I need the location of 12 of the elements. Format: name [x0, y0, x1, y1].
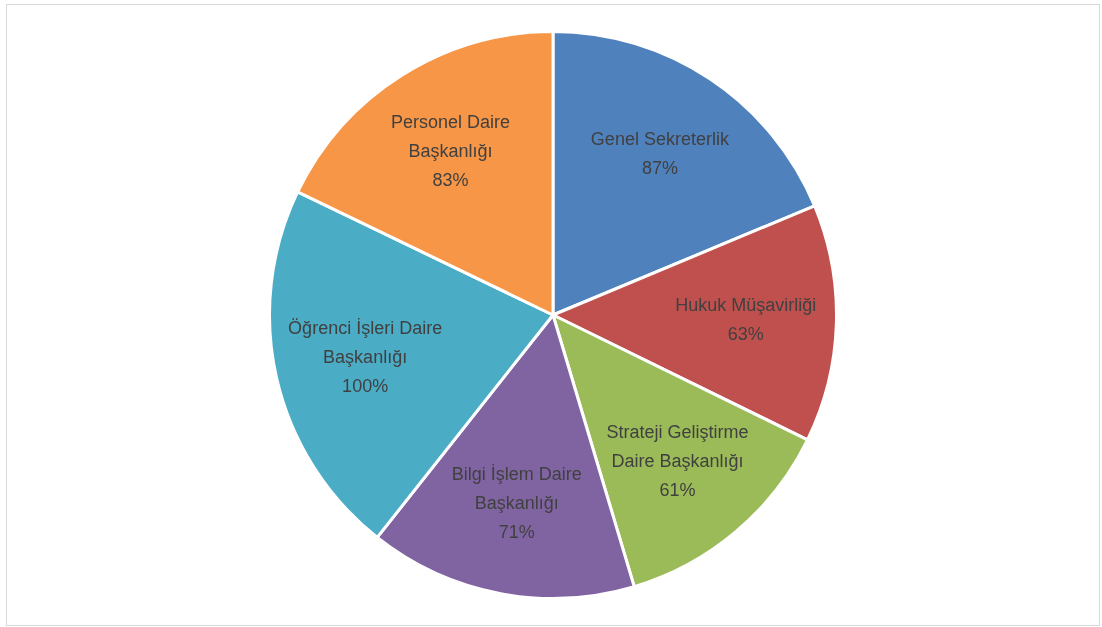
slice-label: Personel Daire Başkanlığı — [390, 111, 511, 161]
data-label: 100% — [342, 376, 389, 397]
slice-label: Öğrenci İşleri Daire Başkanlığı — [288, 318, 443, 368]
data-label: 61% — [659, 480, 696, 501]
data-label: 87% — [641, 158, 678, 179]
data-label: 83% — [432, 169, 469, 190]
slice-label: Bilgi İşlem Daire Başkanlığı — [451, 464, 582, 514]
slice-label: Genel Sekreterlik — [590, 129, 730, 150]
data-label: 63% — [727, 324, 764, 345]
slice-label: Hukuk Müşavirliği — [675, 295, 817, 316]
slice-label: Strateji Geliştirme Daire Başkanlığı — [606, 422, 749, 472]
data-label: 71% — [498, 522, 535, 543]
